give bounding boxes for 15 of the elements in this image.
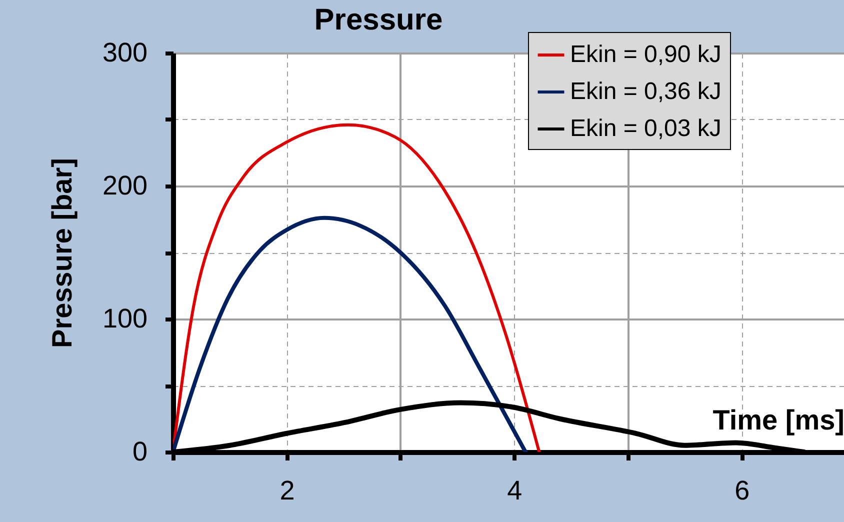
- y-tick-label: 100: [102, 304, 148, 334]
- chart-title: Pressure: [314, 4, 443, 36]
- legend-label: Ekin = 0,03 kJ: [570, 115, 722, 142]
- y-tick-label: 300: [102, 38, 148, 68]
- x-tick-label: 6: [734, 476, 750, 506]
- legend-label: Ekin = 0,90 kJ: [570, 41, 722, 68]
- x-tick-label: 2: [280, 476, 295, 506]
- x-tick-label: 4: [507, 476, 522, 506]
- line-series: [173, 123, 541, 452]
- y-tick-label: 0: [132, 436, 148, 466]
- legend-label: Ekin = 0,36 kJ: [570, 78, 722, 105]
- line-series: [173, 216, 528, 452]
- x-axis-title: Time [ms]: [712, 404, 844, 436]
- y-axis-title: Pressure [bar]: [46, 158, 78, 348]
- y-tick-label: 200: [102, 170, 148, 200]
